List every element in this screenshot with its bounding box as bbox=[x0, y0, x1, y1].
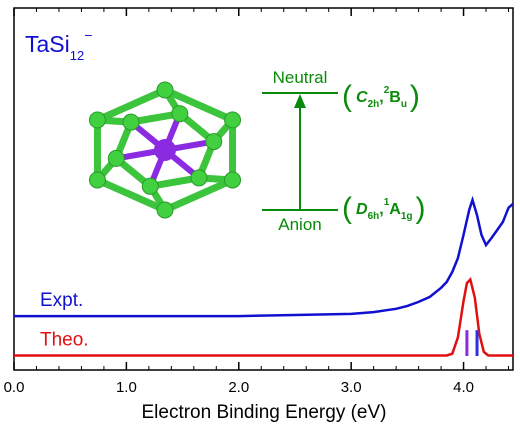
arrow-head bbox=[294, 94, 306, 108]
symmetry: D bbox=[356, 201, 368, 218]
anion-state: (D6h,1A1g) bbox=[342, 192, 425, 225]
multiplicity: 2 bbox=[384, 85, 390, 96]
title-main: TaSi bbox=[25, 31, 70, 57]
paren: ) bbox=[415, 192, 425, 225]
neutral-state: (C2h,2Bu) bbox=[342, 80, 420, 113]
symmetry-sub: 6h bbox=[368, 211, 380, 222]
title-sup: − bbox=[84, 27, 92, 43]
comma: , bbox=[379, 89, 383, 106]
spectrum-line bbox=[14, 276, 513, 357]
si-atom bbox=[107, 149, 125, 167]
paren: ) bbox=[410, 80, 420, 113]
x-tick-label: 1.0 bbox=[116, 379, 137, 396]
bond bbox=[96, 86, 167, 124]
series-label: Theo. bbox=[40, 330, 89, 351]
si-atom bbox=[224, 111, 242, 129]
x-tick-label: 4.0 bbox=[453, 379, 474, 396]
series-label: Expt. bbox=[40, 290, 83, 311]
bond bbox=[163, 176, 234, 214]
si-atom bbox=[122, 113, 140, 131]
spectrum-line bbox=[14, 195, 514, 318]
paren: ( bbox=[342, 192, 352, 225]
plot-frame bbox=[13, 7, 514, 371]
si-atom bbox=[88, 111, 106, 129]
energy-diagram: Neutral Anion (C2h,2Bu) (D6h,1A1g) bbox=[262, 68, 425, 234]
term-sub: 1g bbox=[401, 211, 413, 222]
neutral-label: Neutral bbox=[273, 68, 328, 87]
term-sub: u bbox=[401, 99, 407, 110]
x-tick-label: 0.0 bbox=[4, 379, 25, 396]
x-tick-label: 2.0 bbox=[228, 379, 249, 396]
si-atom bbox=[156, 201, 174, 219]
symmetry: C bbox=[356, 89, 368, 106]
x-axis-label: Electron Binding Energy (eV) bbox=[141, 402, 386, 423]
bond bbox=[163, 86, 234, 124]
paren: ( bbox=[342, 80, 352, 113]
ta-atom bbox=[154, 139, 176, 161]
comma: , bbox=[379, 201, 383, 218]
title-sub: 12 bbox=[70, 48, 84, 63]
symmetry-sub: 2h bbox=[368, 99, 380, 110]
si-atom bbox=[171, 105, 189, 123]
si-atom bbox=[156, 81, 174, 99]
term: B bbox=[389, 89, 401, 106]
bond bbox=[96, 176, 167, 214]
x-tick-label: 3.0 bbox=[341, 379, 362, 396]
si-atom bbox=[205, 133, 223, 151]
multiplicity: 1 bbox=[384, 197, 390, 208]
si-atom bbox=[141, 177, 159, 195]
si-atom bbox=[224, 171, 242, 189]
cluster-structure bbox=[88, 81, 242, 219]
anion-label: Anion bbox=[278, 215, 321, 234]
term: A bbox=[389, 201, 401, 218]
chart-title: TaSi12− bbox=[25, 27, 92, 63]
si-atom bbox=[190, 169, 208, 187]
si-atom bbox=[88, 171, 106, 189]
